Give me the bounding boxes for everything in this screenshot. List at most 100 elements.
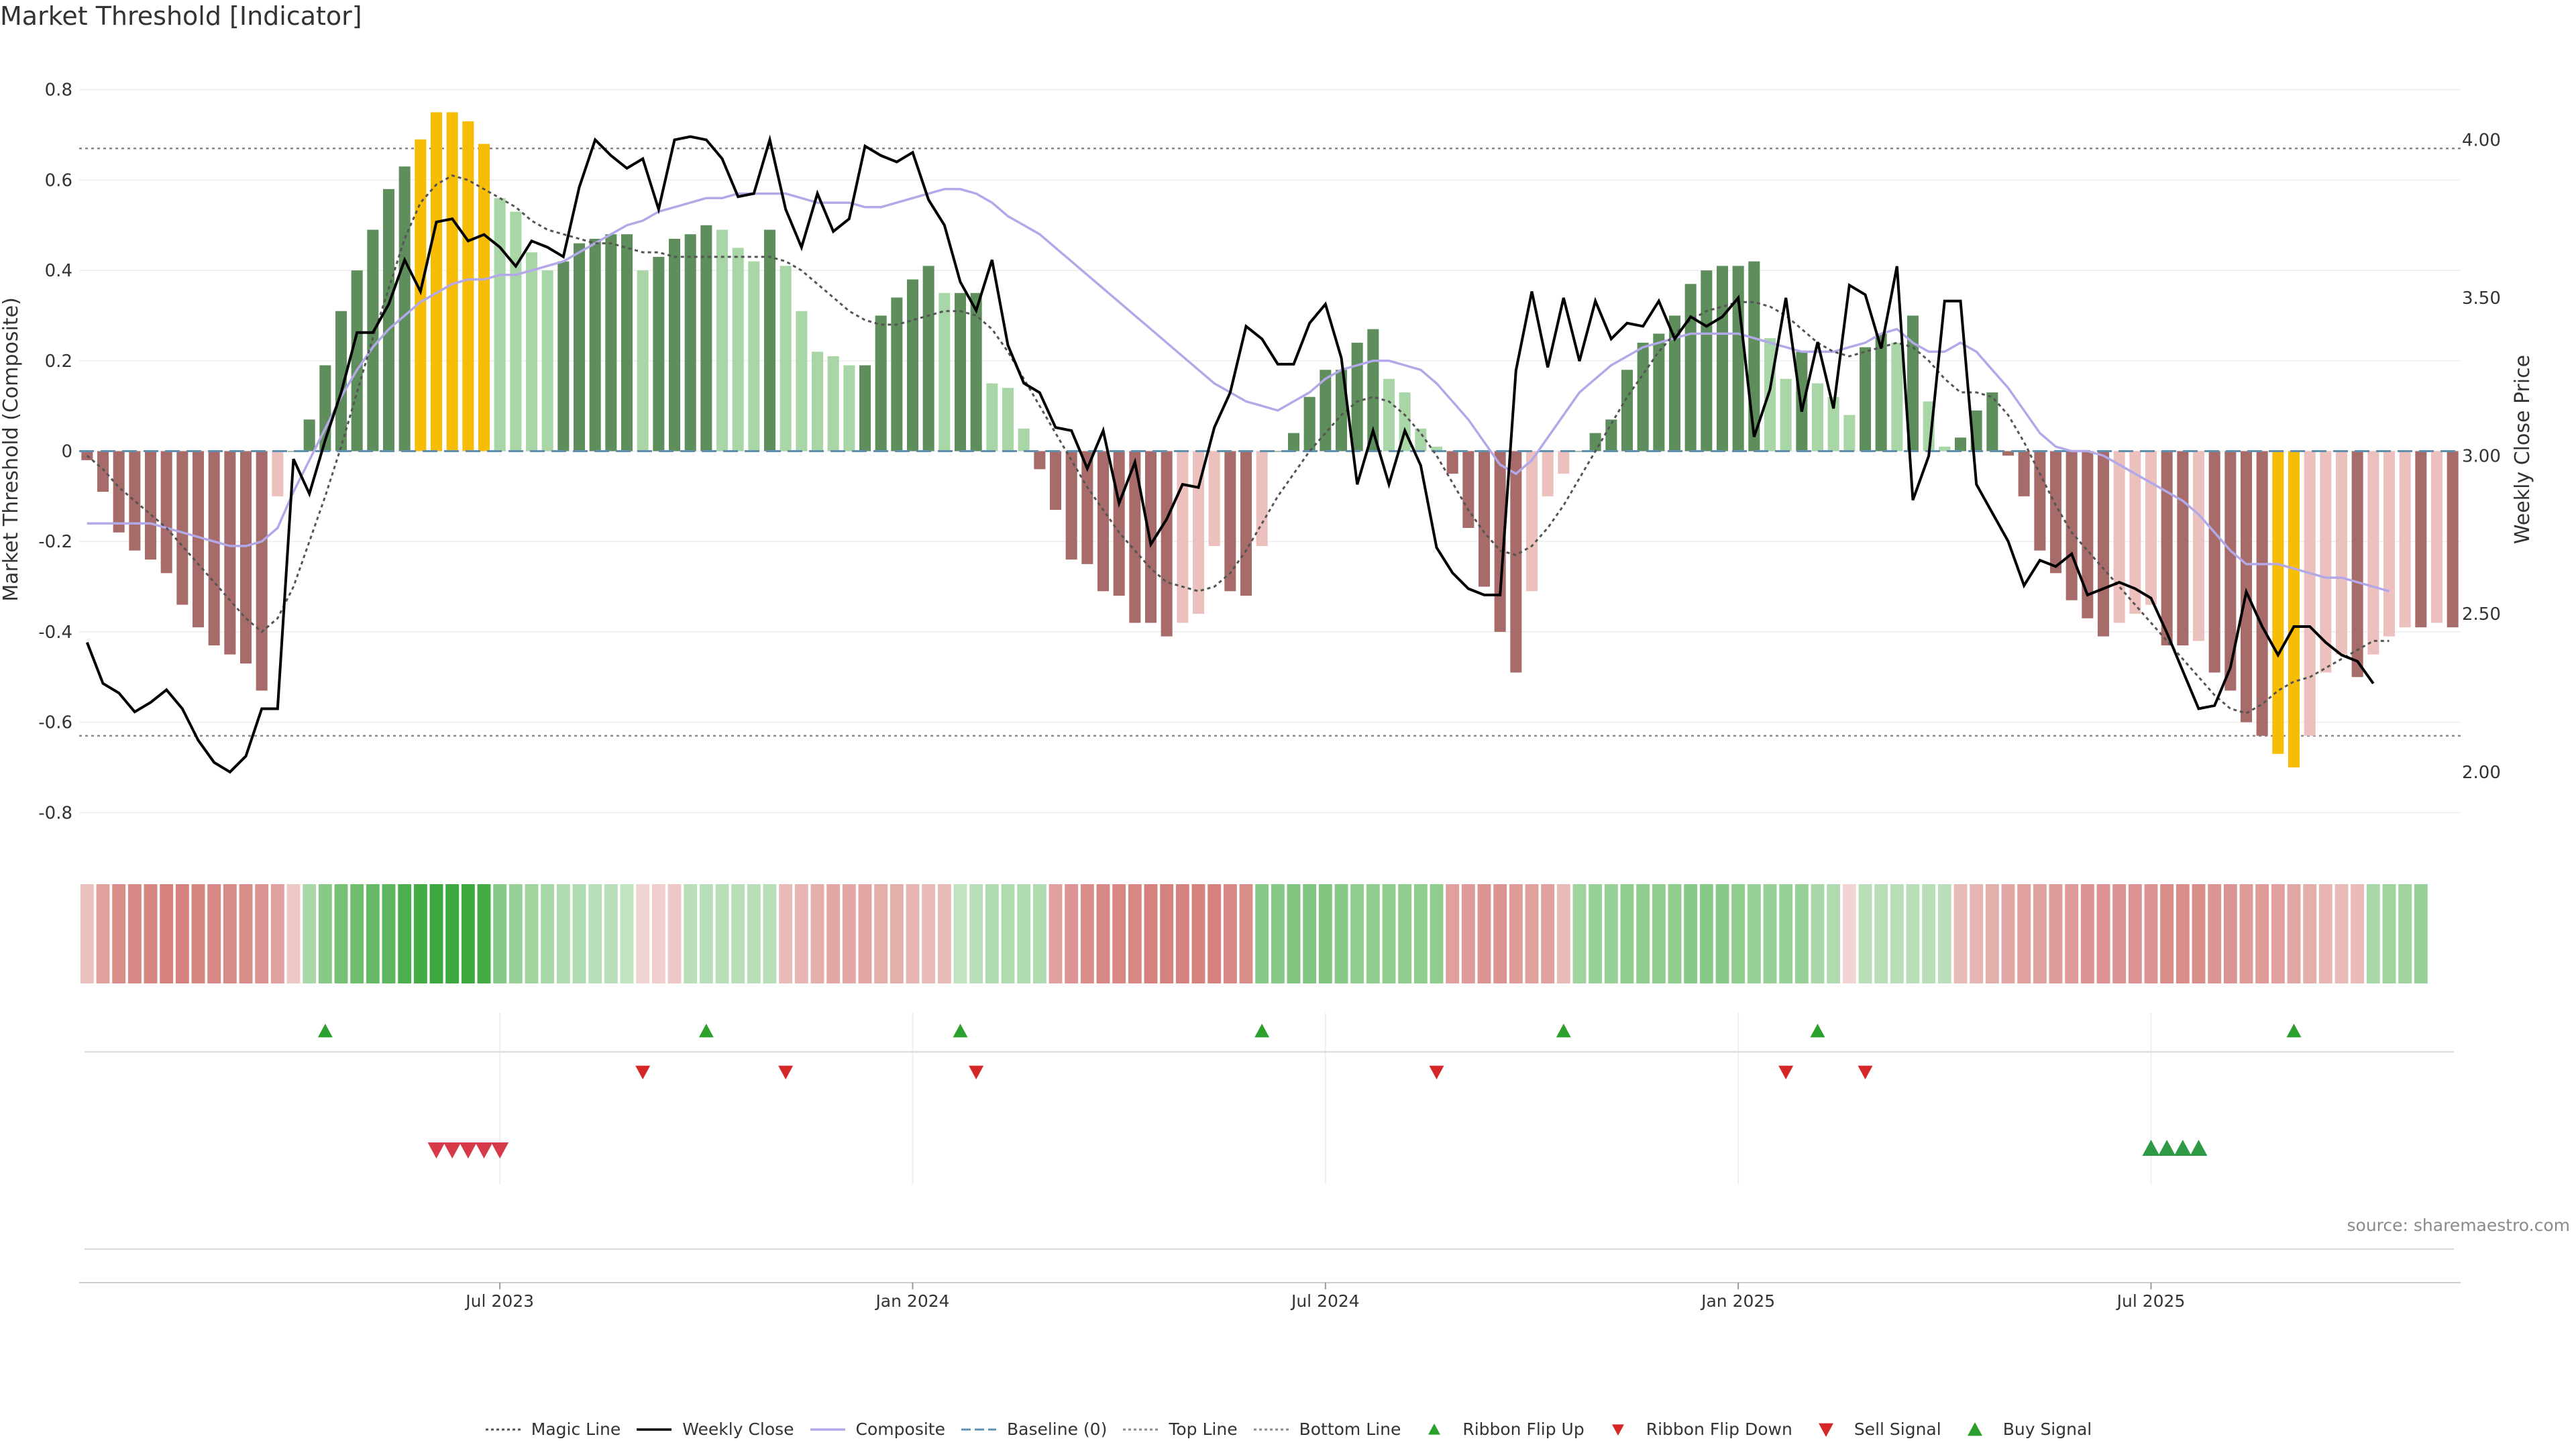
composite-bar (287, 451, 300, 452)
composite-bar (2240, 451, 2253, 722)
ribbon-cell (191, 884, 205, 983)
composite-bar (2383, 451, 2396, 637)
ribbon-cell (461, 884, 475, 983)
legend-item: Top Line (1122, 1419, 1238, 1439)
ribbon-cell (1620, 884, 1634, 983)
composite-bar (129, 451, 141, 551)
ribbon-cell (1318, 884, 1332, 983)
ribbon-cell (1589, 884, 1603, 983)
legend-swatch-icon (637, 1428, 672, 1431)
ribbon-cell (1128, 884, 1142, 983)
ribbon-cell (763, 884, 777, 983)
magic-line (86, 174, 2390, 714)
ribbon-cell (2318, 884, 2332, 983)
ribbon-cell (842, 884, 856, 983)
x-tick-label: Jul 2024 (1290, 1291, 1360, 1311)
y-tick-label: 0.6 (45, 170, 72, 191)
ribbon-cell (1065, 884, 1079, 983)
composite-bar (1891, 342, 1903, 451)
sell-signal-marker (459, 1142, 477, 1159)
composite-bar (605, 234, 617, 451)
composite-bar (1637, 342, 1649, 451)
ribbon-cell (1350, 884, 1364, 983)
x-tick-label: Jan 2025 (1700, 1291, 1775, 1311)
weekly-close-line (85, 134, 2375, 774)
composite-bar (621, 234, 633, 451)
composite-bar (2367, 451, 2379, 655)
ribbon-cell (1001, 884, 1015, 983)
ribbon-cell (1842, 884, 1856, 983)
buy-signal-marker (2174, 1140, 2192, 1157)
composite-bar (1668, 315, 1681, 451)
legend-label: Weekly Close (682, 1419, 794, 1439)
composite-bar (2399, 451, 2411, 628)
ribbon-flip-up-marker (1810, 1024, 1825, 1038)
ribbon-cell (1794, 884, 1809, 983)
ribbon-cell (1366, 884, 1380, 983)
signal-panel (85, 1013, 2454, 1250)
ribbon-cell (1827, 884, 1841, 983)
legend-label: Bottom Line (1299, 1419, 1401, 1439)
ribbon-cell (207, 884, 221, 983)
ribbon-cell (2255, 884, 2269, 983)
ribbon-cell (1668, 884, 1682, 983)
ribbon-cell (1699, 884, 1713, 983)
composite-bar (97, 451, 109, 492)
ribbon-cell (1096, 884, 1110, 983)
ribbon-flip-down-marker (635, 1065, 651, 1079)
ribbon-cell (2144, 884, 2158, 983)
composite-bar (113, 451, 125, 533)
y-tick-label: -0.6 (38, 713, 72, 733)
ribbon-cell (80, 884, 94, 983)
composite-bar (478, 144, 490, 451)
composite-bar (1605, 419, 1617, 451)
ribbon-cell (2271, 884, 2285, 983)
buy-signal-marker (2158, 1140, 2176, 1157)
ribbon-flip-down-marker (1429, 1065, 1444, 1079)
composite-bar (382, 189, 395, 451)
composite-bar (1796, 352, 1808, 451)
composite-bar (2272, 451, 2284, 754)
composite-bar (1113, 451, 1125, 596)
composite-bar (716, 229, 729, 451)
composite-bar (811, 352, 824, 451)
ribbon-cell (350, 884, 364, 983)
ribbon-cell (1572, 884, 1587, 983)
y2-tick-label: 2.00 (2462, 763, 2501, 783)
ribbon-cell (541, 884, 555, 983)
ribbon-cell (2001, 884, 2015, 983)
legend-swatch-icon (1818, 1423, 1833, 1437)
ribbon-cell (1652, 884, 1666, 983)
ribbon-cell (2096, 884, 2110, 983)
composite-bar (668, 238, 681, 451)
composite-bar (1081, 451, 1093, 564)
ribbon-flip-up-marker (953, 1024, 968, 1038)
composite-bar (891, 297, 903, 451)
composite-bar (1684, 284, 1697, 451)
ribbon-cell (953, 884, 967, 983)
composite-bar (446, 112, 458, 451)
y-axis-label: Market Threshold (Composite) (0, 297, 23, 602)
y-tick-label: -0.8 (38, 803, 72, 823)
composite-bar (541, 270, 553, 451)
ribbon-cell (1223, 884, 1237, 983)
ribbon-cell (1398, 884, 1412, 983)
y-tick-label: 0 (61, 442, 72, 462)
ribbon-flip-down-marker (1858, 1065, 1873, 1079)
composite-bar (1430, 446, 1443, 451)
ribbon-cell (1731, 884, 1746, 983)
ribbon-cell (1604, 884, 1618, 983)
composite-bar (1542, 451, 1554, 496)
ribbon-cell (572, 884, 586, 983)
legend-swatch-icon (1253, 1428, 1289, 1430)
ribbon-cell (286, 884, 301, 983)
legend-swatch-icon (810, 1428, 845, 1431)
ribbon-cell (985, 884, 999, 983)
composite-bar (2097, 451, 2110, 637)
composite-bar (1939, 446, 1951, 451)
ribbon-cell (2303, 884, 2317, 983)
composite-bar (2208, 451, 2220, 673)
composite-bar (557, 261, 570, 451)
composite-bar (192, 451, 205, 628)
